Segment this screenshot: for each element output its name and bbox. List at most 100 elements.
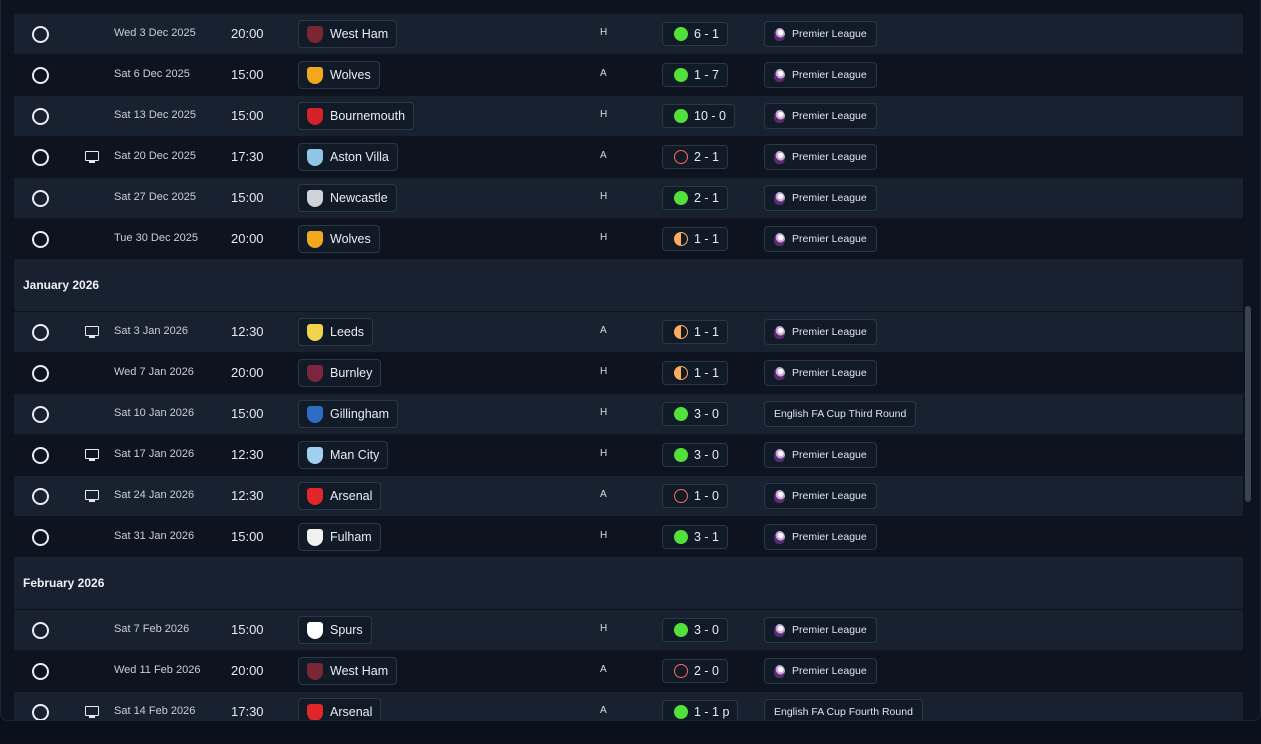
select-radio[interactable] — [32, 231, 49, 248]
result-badge[interactable]: 2 - 1 — [662, 186, 729, 210]
competition-button[interactable]: Premier League — [764, 442, 877, 468]
scrollbar[interactable] — [1245, 10, 1251, 710]
select-radio[interactable] — [32, 406, 49, 423]
fixture-row[interactable]: Sat 6 Dec 2025 15:00 Wolves A 1 - 7 Prem… — [14, 54, 1243, 95]
result-badge[interactable]: 1 - 1 p — [662, 700, 739, 720]
fixture-row[interactable]: Wed 7 Jan 2026 20:00 Burnley H 1 - 1 Pre… — [14, 352, 1243, 393]
select-radio[interactable] — [32, 704, 49, 720]
competition-button[interactable]: English FA Cup Third Round — [764, 401, 917, 427]
competition-button[interactable]: English FA Cup Fourth Round — [764, 699, 923, 720]
result-badge[interactable]: 3 - 0 — [662, 402, 729, 426]
result-badge[interactable]: 2 - 1 — [662, 145, 729, 169]
fixture-date: Wed 3 Dec 2025 — [114, 27, 196, 39]
competition-button[interactable]: Premier League — [764, 62, 877, 88]
fixture-row[interactable]: Tue 30 Dec 2025 20:00 Wolves H 1 - 1 Pre… — [14, 218, 1243, 259]
fixture-row[interactable]: Wed 11 Feb 2026 20:00 West Ham A 2 - 0 P… — [14, 650, 1243, 691]
result-badge[interactable]: 3 - 0 — [662, 443, 729, 467]
result-dot-icon — [674, 68, 688, 82]
opponent-button[interactable]: Aston Villa — [298, 143, 398, 171]
opponent-button[interactable]: Arsenal — [298, 482, 382, 510]
fixture-row[interactable]: Sat 20 Dec 2025 17:30 Aston Villa A 2 - … — [14, 136, 1243, 177]
opponent-button[interactable]: Wolves — [298, 225, 380, 253]
score-text: 1 - 1 — [694, 232, 720, 246]
result-badge[interactable]: 3 - 1 — [662, 525, 729, 549]
result-badge[interactable]: 1 - 0 — [662, 484, 729, 508]
venue-indicator: H — [600, 448, 608, 459]
competition-button[interactable]: Premier League — [764, 483, 877, 509]
opponent-button[interactable]: Fulham — [298, 523, 381, 551]
fixture-time: 15:00 — [231, 190, 264, 205]
select-radio[interactable] — [32, 365, 49, 382]
result-badge[interactable]: 1 - 7 — [662, 63, 729, 87]
competition-button[interactable]: Premier League — [764, 103, 877, 129]
result-badge[interactable]: 1 - 1 — [662, 361, 729, 385]
opponent-button[interactable]: Leeds — [298, 318, 374, 346]
result-badge[interactable]: 1 - 1 — [662, 320, 729, 344]
result-badge[interactable]: 2 - 0 — [662, 659, 729, 683]
opponent-name: West Ham — [330, 664, 389, 678]
fixture-time: 15:00 — [231, 67, 264, 82]
select-radio[interactable] — [32, 488, 49, 505]
select-radio[interactable] — [32, 529, 49, 546]
opponent-button[interactable]: West Ham — [298, 20, 398, 48]
result-badge[interactable]: 1 - 1 — [662, 227, 729, 251]
fixture-row[interactable]: Sat 3 Jan 2026 12:30 Leeds A 1 - 1 Premi… — [14, 311, 1243, 352]
fixture-time: 15:00 — [231, 108, 264, 123]
fixture-row[interactable]: Sat 7 Feb 2026 15:00 Spurs H 3 - 0 Premi… — [14, 609, 1243, 650]
fixture-row[interactable]: Sat 13 Dec 2025 15:00 Bournemouth H 10 -… — [14, 95, 1243, 136]
competition-button[interactable]: Premier League — [764, 226, 877, 252]
tv-icon — [85, 449, 99, 461]
result-dot-icon — [674, 623, 688, 637]
fixture-row[interactable]: Sat 31 Jan 2026 15:00 Fulham H 3 - 1 Pre… — [14, 516, 1243, 557]
competition-button[interactable]: Premier League — [764, 319, 877, 345]
opponent-button[interactable]: Arsenal — [298, 698, 382, 720]
result-dot-icon — [674, 366, 688, 380]
venue-indicator: A — [600, 489, 607, 500]
competition-button[interactable]: Premier League — [764, 360, 877, 386]
fixture-row[interactable]: Sat 27 Dec 2025 15:00 Newcastle H 2 - 1 … — [14, 177, 1243, 218]
select-radio[interactable] — [32, 622, 49, 639]
opponent-button[interactable]: Wolves — [298, 61, 380, 89]
club-crest-icon — [307, 621, 323, 639]
select-radio[interactable] — [32, 108, 49, 125]
opponent-button[interactable]: West Ham — [298, 657, 398, 685]
venue-indicator: H — [600, 366, 608, 377]
select-radio[interactable] — [32, 67, 49, 84]
opponent-button[interactable]: Burnley — [298, 359, 382, 387]
opponent-button[interactable]: Newcastle — [298, 184, 397, 212]
competition-name: Premier League — [792, 151, 867, 163]
fixture-time: 12:30 — [231, 324, 264, 339]
fixture-row[interactable]: Wed 3 Dec 2025 20:00 West Ham H 6 - 1 Pr… — [14, 13, 1243, 54]
select-radio[interactable] — [32, 190, 49, 207]
result-badge[interactable]: 3 - 0 — [662, 618, 729, 642]
select-radio[interactable] — [32, 663, 49, 680]
select-radio[interactable] — [32, 447, 49, 464]
fixture-date: Sat 13 Dec 2025 — [114, 109, 196, 121]
competition-button[interactable]: Premier League — [764, 658, 877, 684]
opponent-button[interactable]: Bournemouth — [298, 102, 415, 130]
competition-button[interactable]: Premier League — [764, 185, 877, 211]
competition-button[interactable]: Premier League — [764, 524, 877, 550]
fixture-row[interactable]: Sat 14 Feb 2026 17:30 Arsenal A 1 - 1 p … — [14, 691, 1243, 720]
fixture-time: 20:00 — [231, 365, 264, 380]
fixture-row[interactable]: Sat 24 Jan 2026 12:30 Arsenal A 1 - 0 Pr… — [14, 475, 1243, 516]
competition-name: Premier League — [792, 28, 867, 40]
competition-name: Premier League — [792, 326, 867, 338]
fixture-date: Sat 31 Jan 2026 — [114, 530, 195, 542]
fixture-row[interactable]: Sat 17 Jan 2026 12:30 Man City H 3 - 0 P… — [14, 434, 1243, 475]
select-radio[interactable] — [32, 324, 49, 341]
select-radio[interactable] — [32, 26, 49, 43]
opponent-button[interactable]: Gillingham — [298, 400, 399, 428]
opponent-button[interactable]: Spurs — [298, 616, 372, 644]
competition-button[interactable]: Premier League — [764, 144, 877, 170]
opponent-button[interactable]: Man City — [298, 441, 389, 469]
month-header: February 2026 — [14, 557, 1243, 609]
competition-button[interactable]: Premier League — [764, 21, 877, 47]
result-badge[interactable]: 6 - 1 — [662, 22, 729, 46]
opponent-name: Arsenal — [330, 489, 373, 503]
competition-button[interactable]: Premier League — [764, 617, 877, 643]
select-radio[interactable] — [32, 149, 49, 166]
result-badge[interactable]: 10 - 0 — [662, 104, 735, 128]
fixture-row[interactable]: Sat 10 Jan 2026 15:00 Gillingham H 3 - 0… — [14, 393, 1243, 434]
scrollbar-thumb[interactable] — [1245, 306, 1251, 502]
